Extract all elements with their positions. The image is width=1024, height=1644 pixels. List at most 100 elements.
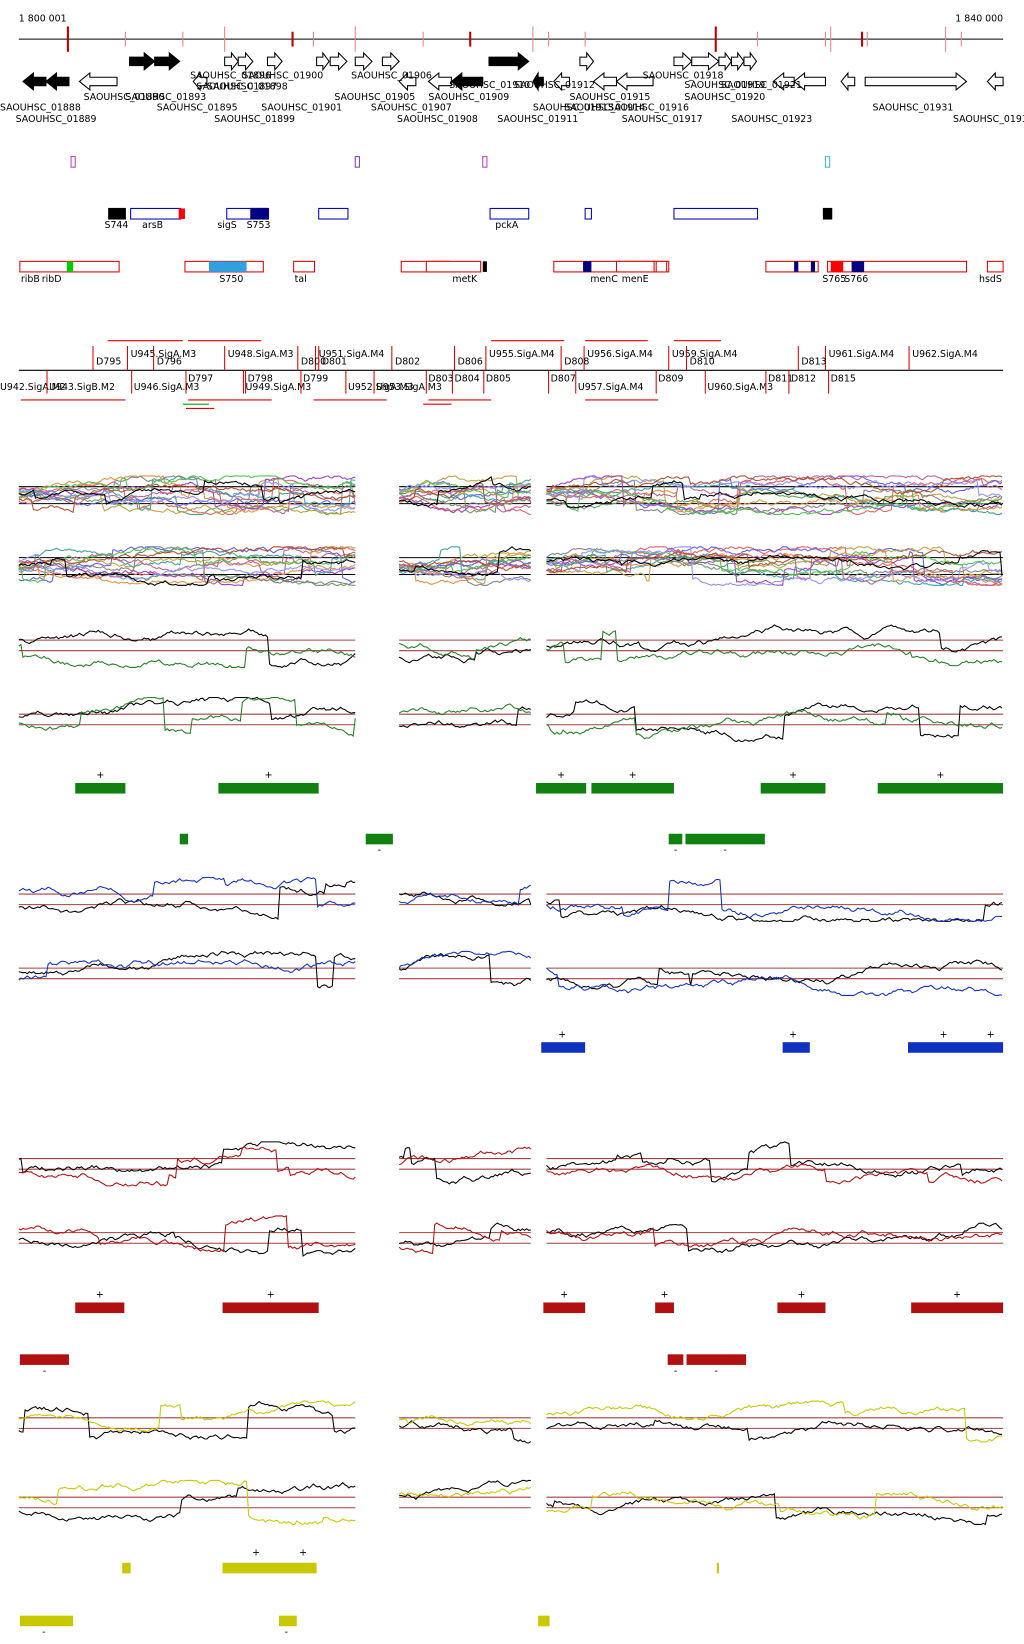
transcript-label: D815 (831, 373, 856, 384)
gene-arrow (673, 51, 693, 72)
signal-trace (18, 546, 356, 584)
region-bar (686, 1354, 747, 1365)
transcript-label: U953.SigA.M3 (376, 382, 442, 393)
region-bar (536, 782, 587, 794)
gene-arrow (45, 71, 70, 92)
feature-label: sigS (217, 220, 236, 231)
feature-box (615, 260, 655, 273)
signal-trace (399, 554, 531, 574)
transcript-label: U948.SigA.M3 (228, 349, 294, 360)
signal-trace (18, 1215, 356, 1253)
motif-mark (824, 156, 831, 168)
strand-sign: - (42, 1627, 45, 1638)
signal-trace (18, 876, 356, 908)
feature-label: S766 (844, 274, 868, 285)
transcript-label: U952.SigA.M3 (348, 382, 414, 393)
region-bar (908, 1042, 1004, 1053)
strand-sign: + (267, 1290, 275, 1301)
signal-trace (398, 636, 531, 660)
gene-label: SAOUHSC_01914 (564, 102, 645, 113)
transcript-label: D811 (768, 373, 793, 384)
gene-arrow (772, 71, 795, 92)
region-bar (541, 1042, 586, 1053)
motif-mark (482, 156, 488, 168)
region-bar (591, 782, 674, 794)
feature-end (178, 208, 185, 220)
signal-trace (546, 899, 1003, 923)
signal-trace (546, 624, 1003, 653)
gene-arrow (192, 71, 208, 92)
feature-label: ribD (42, 274, 62, 285)
transcript-label: D809 (658, 373, 683, 384)
signal-trace (18, 475, 356, 513)
feature-box (655, 260, 668, 273)
signal-trace (546, 479, 1003, 516)
gene-arrow (224, 51, 239, 72)
region-bar (655, 1302, 674, 1314)
gene-label: SAOUHSC_01915 (569, 92, 650, 103)
signal-trace (546, 959, 1003, 990)
signal-trace (399, 482, 532, 492)
signal-trace (18, 1141, 356, 1174)
strand-sign: + (789, 770, 797, 781)
gene-label: SAOUHSC_01911 (497, 114, 578, 125)
signal-trace (546, 480, 1003, 509)
region-bar (667, 1354, 684, 1365)
gene-label: SAOUHSC_01920 (684, 92, 765, 103)
signal-trace (546, 1400, 1003, 1443)
signal-trace (546, 967, 1003, 996)
gene-arrow (718, 51, 733, 72)
signal-trace (546, 546, 1003, 586)
signal-trace (546, 549, 1003, 574)
transcript-label: U962.SigA.M4 (912, 349, 978, 360)
signal-trace (398, 546, 532, 577)
gene-label: SAOUHSC_01906 (351, 71, 432, 82)
feature-label: hsdS (979, 274, 1002, 285)
gene-arrow (354, 51, 373, 72)
gene-arrow (316, 51, 330, 72)
gene-label: SAOUHSC_01916 (608, 102, 689, 113)
region-bar (365, 833, 393, 845)
signal-trace (546, 552, 1003, 586)
strand-sign: + (265, 770, 273, 781)
feature-box (226, 207, 270, 220)
signal-trace (546, 546, 1003, 586)
feature-label: pckA (495, 220, 519, 231)
gene-arrow (864, 71, 968, 92)
gene-label: SAOUHSC_01893 (125, 92, 206, 103)
signal-trace (546, 1493, 1003, 1526)
feature-label: tal (295, 274, 307, 285)
signal-trace (18, 628, 356, 669)
gene-arrow (592, 71, 618, 92)
signal-trace (18, 475, 356, 493)
transcript-label: U943.SigB.M2 (49, 382, 115, 393)
feature-label: S744 (104, 220, 128, 231)
signal-trace (398, 558, 532, 573)
transcript-label: D798 (248, 373, 273, 384)
transcript-label: D801 (322, 356, 347, 367)
gene-label: SAOUHSC_01897 (196, 81, 277, 92)
signal-trace (546, 547, 1003, 578)
transcript-label: D799 (303, 373, 328, 384)
feature-fill (482, 261, 487, 272)
feature-box (130, 207, 182, 220)
region-bar (760, 782, 826, 794)
signal-trace (18, 546, 356, 567)
feature-box (584, 207, 592, 220)
axis-start: 1 800 001 (19, 14, 67, 25)
axis-end: 1 840 000 (955, 14, 1003, 25)
gene-label: SAOUHSC_01905 (334, 92, 415, 103)
gene-label: SAOUHSC_01896 (190, 71, 271, 82)
region-bar (777, 1302, 826, 1314)
signal-trace (399, 1146, 532, 1166)
gene-label: SAOUHSC_01899 (214, 114, 295, 125)
feature-fill (794, 261, 799, 272)
region-bar (782, 1042, 810, 1053)
signal-trace (398, 1420, 532, 1444)
signal-trace (398, 884, 532, 906)
signal-trace (18, 696, 356, 738)
feature-box (250, 207, 269, 220)
feature-label: S750 (219, 274, 243, 285)
signal-trace (546, 1163, 1003, 1185)
